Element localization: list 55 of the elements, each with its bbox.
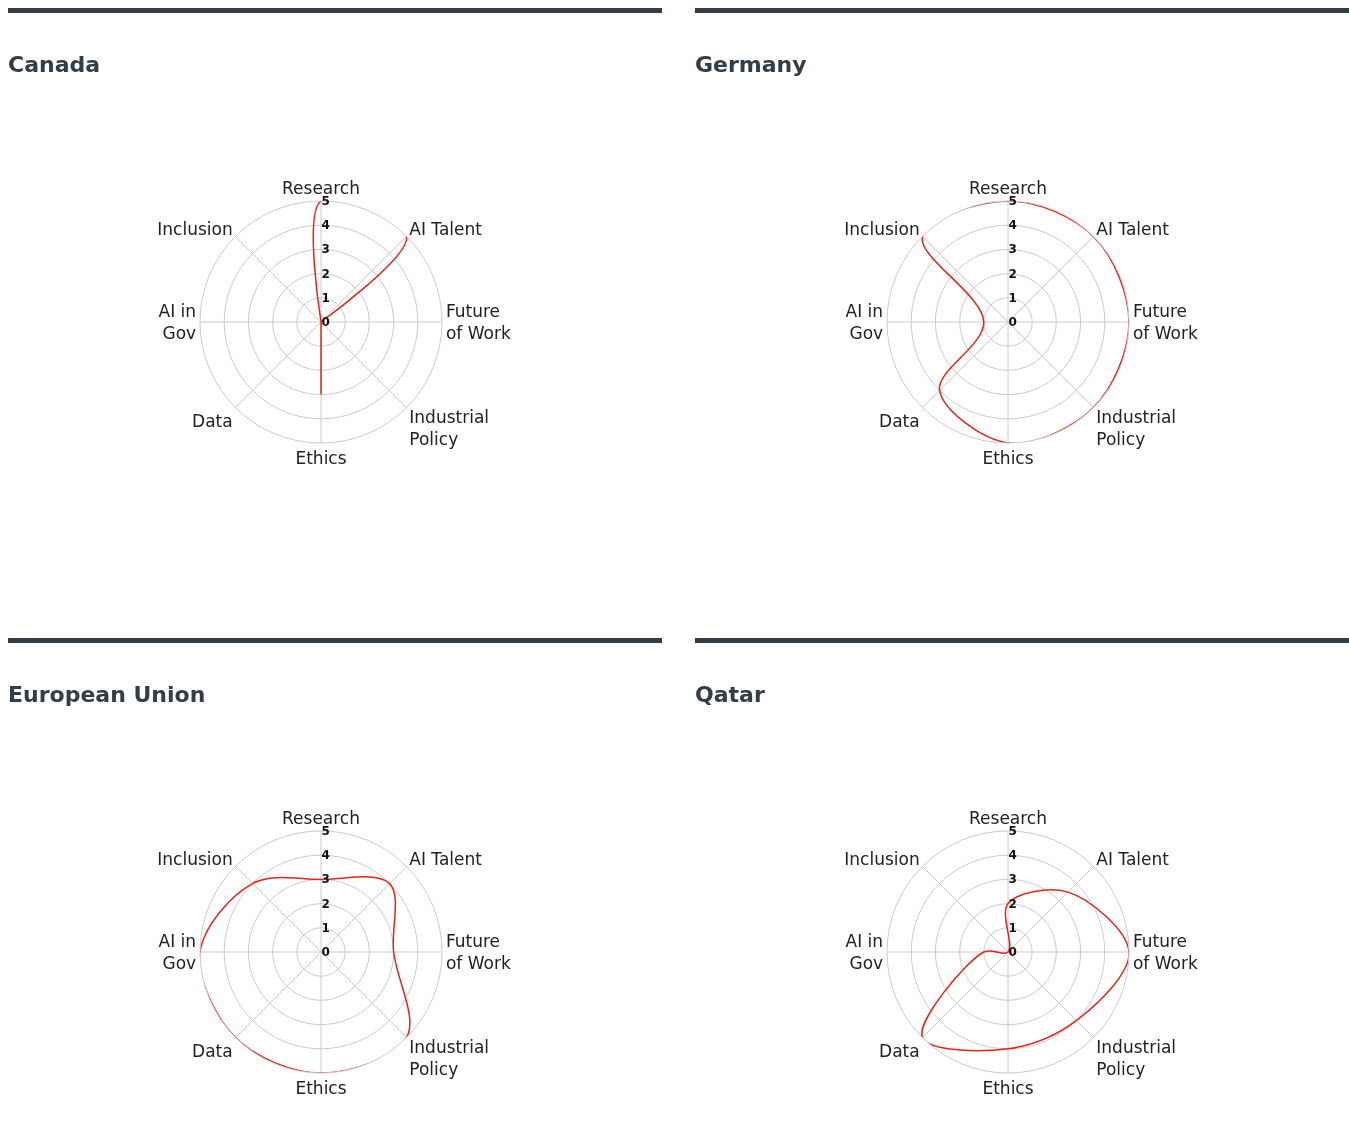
y-tick-label: 5 bbox=[321, 823, 330, 838]
spoke-label: Ethics bbox=[982, 1077, 1034, 1098]
spoke-label: Industrial Policy bbox=[409, 407, 490, 450]
y-tick-label: 0 bbox=[321, 314, 330, 329]
y-tick-label: 1 bbox=[1008, 920, 1017, 935]
y-tick-label: 0 bbox=[1008, 314, 1017, 329]
y-tick-label: 5 bbox=[321, 193, 330, 208]
spoke-label: AI in Gov bbox=[845, 930, 884, 973]
y-tick-label: 1 bbox=[321, 920, 330, 935]
y-tick-label: 3 bbox=[1008, 872, 1017, 887]
chart-title: European Union bbox=[8, 682, 206, 707]
spoke-label: AI in Gov bbox=[158, 930, 197, 973]
y-tick-label: 2 bbox=[321, 896, 330, 911]
y-tick-label: 4 bbox=[321, 218, 330, 233]
spoke-label: Data bbox=[879, 1040, 920, 1061]
y-tick-label: 5 bbox=[1008, 193, 1017, 208]
spoke-label: AI Talent bbox=[409, 219, 483, 240]
spoke-label: Industrial Policy bbox=[1096, 407, 1177, 450]
spoke-label: Inclusion bbox=[844, 849, 920, 870]
y-tick-label: 4 bbox=[1008, 218, 1017, 233]
y-tick-label: 1 bbox=[321, 290, 330, 305]
y-tick-label: 2 bbox=[1008, 896, 1017, 911]
spoke-label: Inclusion bbox=[157, 219, 233, 240]
spoke-label: Future of Work bbox=[1132, 930, 1198, 973]
y-tick-label: 0 bbox=[1008, 944, 1017, 959]
spoke-label: Industrial Policy bbox=[1096, 1037, 1177, 1080]
y-tick-label: 3 bbox=[1008, 242, 1017, 257]
y-tick-label: 5 bbox=[1008, 823, 1017, 838]
spoke-label: AI Talent bbox=[1096, 219, 1170, 240]
spoke-label: Inclusion bbox=[157, 849, 233, 870]
spoke-label: AI Talent bbox=[409, 849, 483, 870]
spoke-label: Ethics bbox=[295, 1077, 347, 1098]
spoke-label: AI Talent bbox=[1096, 849, 1170, 870]
chart-title: Germany bbox=[695, 52, 807, 77]
spoke-label: Inclusion bbox=[844, 219, 920, 240]
spoke-label: Ethics bbox=[982, 447, 1034, 468]
y-tick-label: 1 bbox=[1008, 290, 1017, 305]
spoke-label: Future of Work bbox=[1132, 300, 1198, 343]
chart-title: Canada bbox=[8, 52, 101, 77]
spoke-label: Future of Work bbox=[445, 930, 511, 973]
y-tick-label: 0 bbox=[321, 944, 330, 959]
spoke-label: AI in Gov bbox=[158, 300, 197, 343]
spoke-label: Data bbox=[192, 1040, 233, 1061]
y-tick-label: 2 bbox=[321, 266, 330, 281]
chart-title: Qatar bbox=[695, 682, 765, 707]
spoke-label: Industrial Policy bbox=[409, 1037, 490, 1080]
spoke-label: Ethics bbox=[295, 447, 347, 468]
spoke-label: Data bbox=[879, 410, 920, 431]
spoke-label: Data bbox=[192, 410, 233, 431]
y-tick-label: 3 bbox=[321, 242, 330, 257]
spoke-label: Future of Work bbox=[445, 300, 511, 343]
y-tick-label: 2 bbox=[1008, 266, 1017, 281]
y-tick-label: 4 bbox=[1008, 848, 1017, 863]
y-tick-label: 4 bbox=[321, 848, 330, 863]
spoke-label: AI in Gov bbox=[845, 300, 884, 343]
